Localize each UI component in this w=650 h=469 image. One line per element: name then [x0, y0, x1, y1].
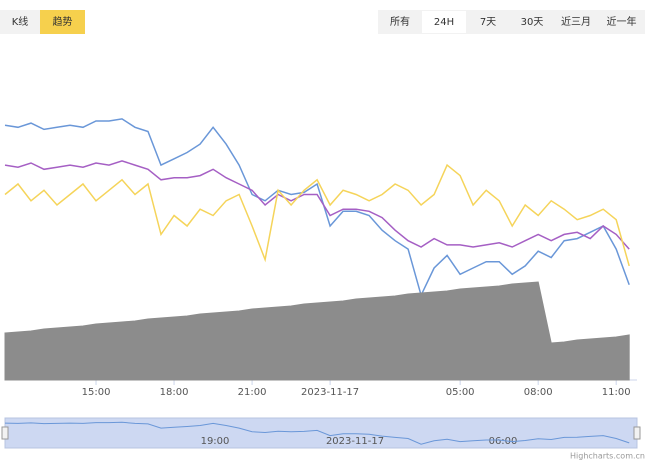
- range-label[interactable]: 24H: [434, 17, 454, 28]
- x-tick-label: 11:00: [602, 387, 631, 398]
- x-tick-label: 18:00: [160, 387, 189, 398]
- range-selector-bg: [378, 10, 645, 34]
- tab-label[interactable]: K线: [12, 15, 29, 28]
- tab-button[interactable]: [40, 10, 85, 34]
- range-label[interactable]: 近三月: [561, 15, 591, 28]
- range-label[interactable]: 近一年: [607, 15, 637, 28]
- navigator-handle[interactable]: [633, 426, 641, 440]
- area: [4, 281, 630, 381]
- x-tick-label: 2023-11-17: [301, 387, 359, 398]
- x-tick-label: 08:00: [524, 387, 553, 398]
- navigator-label: 19:00: [201, 436, 230, 447]
- credit[interactable]: Highcharts.com.cn: [570, 452, 645, 461]
- x-tick-label: 21:00: [238, 387, 267, 398]
- line: [4, 118, 630, 298]
- line: [4, 163, 630, 267]
- tab-button[interactable]: [0, 10, 40, 34]
- range-button[interactable]: [422, 11, 466, 33]
- navigator-line: [4, 421, 630, 445]
- range-label[interactable]: 30天: [521, 17, 544, 28]
- x-tick-label: 05:00: [446, 387, 475, 398]
- range-label[interactable]: 7天: [480, 17, 496, 28]
- x-tick-label: 15:00: [82, 387, 111, 398]
- tab-label[interactable]: 趋势: [53, 15, 73, 28]
- navigator-label: 06:00: [489, 436, 518, 447]
- line: [4, 160, 630, 250]
- navigator-handle[interactable]: [1, 426, 9, 440]
- range-label[interactable]: 所有: [390, 15, 410, 28]
- navigator-label: 2023-11-17: [326, 436, 384, 447]
